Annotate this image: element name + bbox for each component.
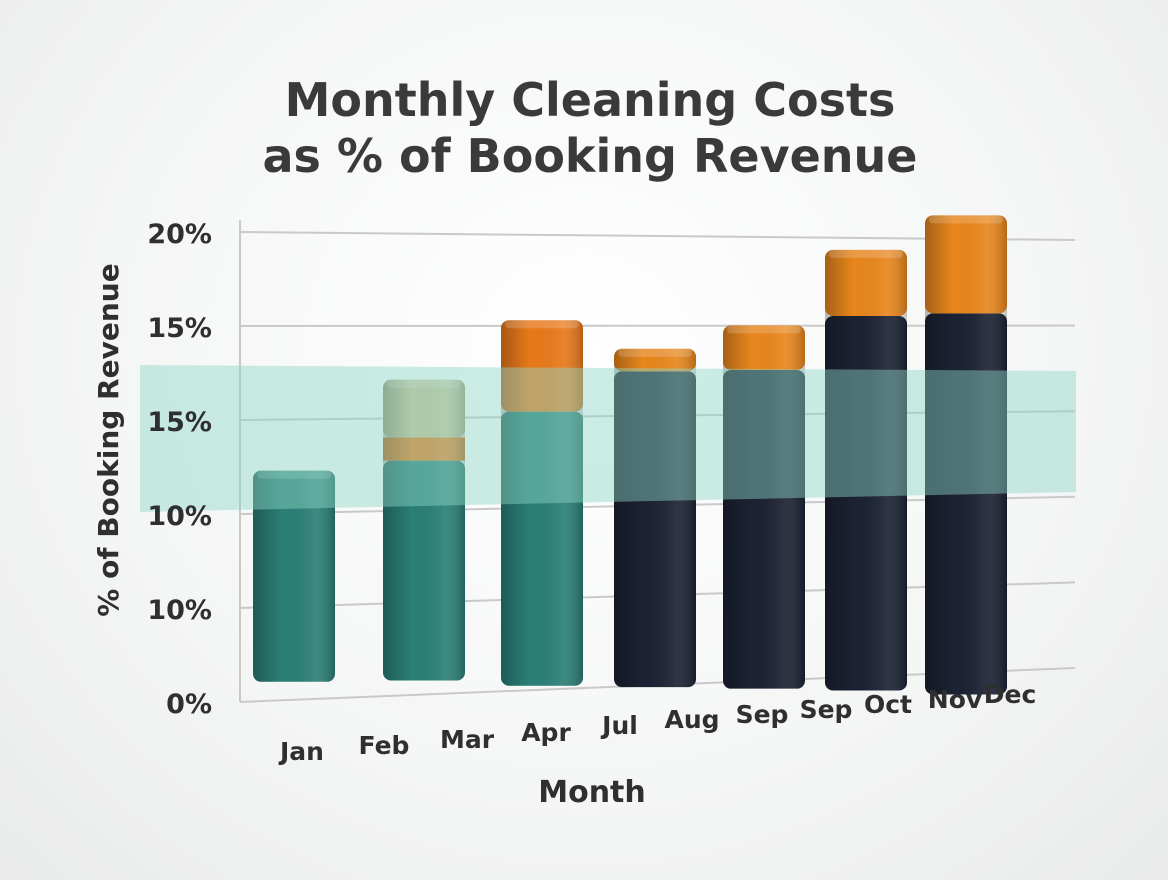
- y-tick-label: 10%: [147, 501, 212, 532]
- y-tick-label: 0%: [166, 689, 212, 720]
- y-tick-label: 15%: [147, 313, 212, 344]
- bar-highlight: [257, 470, 331, 479]
- y-axis-label: % of Booking Revenue: [92, 263, 125, 616]
- bar-shading: [723, 325, 805, 689]
- chart-title: Monthly Cleaning Costs as % of Booking R…: [262, 73, 918, 183]
- highlight-band: [140, 365, 1076, 512]
- y-tick-label: 10%: [147, 595, 212, 626]
- bar-shading: [501, 320, 583, 686]
- x-tick-label: Oct: [864, 690, 912, 719]
- bar: [925, 215, 1007, 695]
- y-tick-label: 20%: [147, 219, 212, 250]
- bar-highlight: [829, 249, 903, 258]
- bar: [614, 348, 696, 688]
- y-tick-label: 15%: [147, 407, 212, 438]
- bar: [501, 320, 583, 686]
- bar: [825, 249, 907, 691]
- x-tick-label: Sep: [800, 695, 853, 724]
- bar-shading: [825, 249, 907, 691]
- bar: [253, 470, 335, 682]
- x-tick-label: Mar: [440, 725, 495, 754]
- x-tick-label: Nov: [928, 685, 982, 714]
- bar-highlight: [505, 320, 579, 329]
- x-tick-label: Apr: [521, 718, 571, 747]
- x-tick-label: Aug: [664, 705, 719, 734]
- x-tick-label: Sep: [736, 700, 789, 729]
- x-tick-label: Jan: [278, 737, 324, 766]
- bar-shading: [614, 348, 696, 688]
- bar-highlight: [387, 379, 461, 388]
- x-tick-label: Feb: [359, 731, 410, 760]
- bar: [383, 379, 465, 681]
- bar-highlight: [618, 348, 692, 357]
- bar-highlight: [929, 215, 1003, 224]
- bar-shading: [383, 379, 465, 681]
- bar-highlight: [727, 325, 801, 334]
- x-tick-label: Dec: [984, 680, 1037, 709]
- x-tick-label: Jul: [600, 711, 638, 740]
- bar-shading: [925, 215, 1007, 695]
- bar: [723, 325, 805, 689]
- x-axis-label: Month: [538, 775, 646, 810]
- bar-shading: [253, 470, 335, 682]
